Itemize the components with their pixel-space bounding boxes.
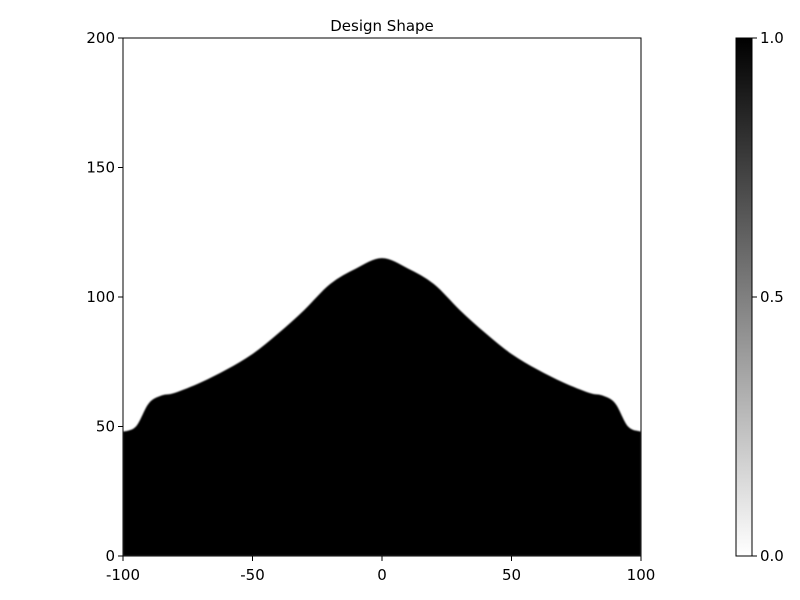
colorbar-axis: 0.0 0.5 1.0	[752, 29, 784, 565]
x-tick-label: -100	[106, 566, 140, 584]
x-axis: -100 -50 0 50 100	[106, 556, 655, 584]
colorbar-tick-label: 0.5	[760, 288, 784, 306]
y-tick-label: 200	[86, 29, 115, 47]
x-tick-label: 50	[502, 566, 521, 584]
x-tick-label: -50	[240, 566, 265, 584]
colorbar-tick-label: 1.0	[760, 29, 784, 47]
colorbar	[735, 37, 753, 557]
y-tick-label: 50	[96, 418, 115, 436]
chart-title: Design Shape	[330, 17, 434, 35]
colorbar-tick-label: 0.0	[760, 547, 784, 565]
y-axis: 0 50 100 150 200	[86, 29, 123, 565]
y-tick-label: 0	[105, 547, 115, 565]
x-tick-label: 0	[377, 566, 387, 584]
design-shape-region	[123, 258, 641, 556]
x-tick-label: 100	[627, 566, 656, 584]
y-tick-label: 150	[86, 159, 115, 177]
y-tick-label: 100	[86, 288, 115, 306]
